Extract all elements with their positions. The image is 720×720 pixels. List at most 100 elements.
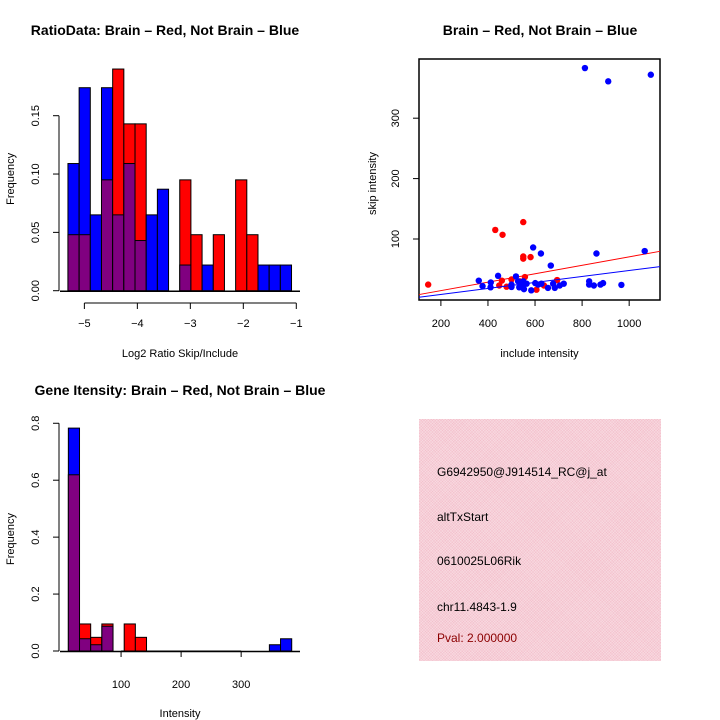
point-red <box>503 283 510 290</box>
x-tick-label: 200 <box>432 318 450 330</box>
bar-brain <box>134 636 148 652</box>
bar-brain <box>123 623 136 652</box>
bar-not-brain <box>268 264 281 292</box>
y-tick-label: 0.4 <box>30 529 42 544</box>
x-axis-label: Intensity <box>160 708 201 720</box>
bar-not-brain <box>89 214 102 292</box>
x-axis-label: Log2 Ratio Skip/Include <box>122 348 238 360</box>
pval: Pval: 2.000000 <box>437 631 518 645</box>
fit-line-red <box>418 250 661 296</box>
event-type: altTxStart <box>437 510 489 524</box>
bar-brain <box>246 234 259 292</box>
y-tick-label: 300 <box>390 109 402 127</box>
chart-title: RatioData: Brain – Red, Not Brain – Blue <box>31 22 300 38</box>
x-tick-label: 800 <box>573 318 591 330</box>
bar-not-brain <box>201 264 214 292</box>
y-tick-label: 0.2 <box>30 586 42 601</box>
point-blue <box>641 247 648 255</box>
point-blue <box>516 284 523 291</box>
bar-not-brain <box>268 644 282 652</box>
bar-brain <box>235 179 248 292</box>
point-red <box>520 255 527 262</box>
chart-title: Gene Itensity: Brain – Red, Not Brain – … <box>35 382 326 398</box>
y-tick-label: 0.0 <box>30 643 42 658</box>
bar-not-brain <box>257 264 270 292</box>
x-tick-label: 300 <box>232 679 250 691</box>
point-blue <box>479 282 486 290</box>
point-blue <box>647 71 655 78</box>
point-blue <box>599 279 607 287</box>
point-red <box>527 253 534 261</box>
point-blue <box>593 250 600 257</box>
x-tick-label: −4 <box>131 318 144 330</box>
bar-not-brain <box>145 214 158 292</box>
bar-not-brain <box>280 638 293 652</box>
location: chr11.4843-1.9 <box>437 600 517 614</box>
y-axis-label: skip intensity <box>367 152 379 215</box>
bar-overlap <box>101 625 114 652</box>
bar-brain <box>190 234 203 292</box>
y-tick-label: 100 <box>390 230 402 248</box>
y-tick-label: 0.05 <box>30 222 42 243</box>
point-blue <box>590 282 598 289</box>
x-tick-label: −5 <box>78 318 91 330</box>
probe-id: G6942950@J914514_RC@j_at <box>437 465 607 479</box>
y-axis-label: Frequency <box>5 152 17 204</box>
point-red <box>499 231 506 238</box>
point-red <box>520 218 527 226</box>
gene-name: 0610025L06Rik <box>437 554 522 568</box>
point-blue <box>538 280 545 287</box>
point-red <box>533 286 540 293</box>
point-red <box>498 277 506 284</box>
y-tick-label: 0.15 <box>30 105 42 126</box>
x-tick-label: −1 <box>290 318 303 330</box>
point-blue <box>528 287 535 294</box>
x-axis-label: include intensity <box>500 348 579 360</box>
bar-overlap <box>179 264 192 292</box>
point-red <box>424 281 432 288</box>
point-blue <box>551 284 558 292</box>
bar-overlap <box>79 638 92 652</box>
point-blue <box>520 278 527 285</box>
bar-not-brain <box>156 188 170 292</box>
x-tick-label: 400 <box>479 318 497 330</box>
x-tick-label: 600 <box>526 318 544 330</box>
x-tick-label: 200 <box>172 679 190 691</box>
point-blue <box>547 262 554 269</box>
x-tick-label: 100 <box>112 679 130 691</box>
bar-overlap <box>90 644 103 652</box>
y-axis-label: Frequency <box>5 513 17 565</box>
x-tick-label: −2 <box>237 318 250 330</box>
bar-overlap <box>134 240 147 292</box>
point-blue <box>529 244 537 251</box>
y-tick-label: 0.00 <box>30 280 42 301</box>
bar-overlap <box>123 163 136 292</box>
point-red <box>508 276 515 283</box>
bar-overlap <box>67 474 81 652</box>
point-blue <box>508 283 515 291</box>
y-tick-label: 0.6 <box>30 473 42 488</box>
point-red <box>492 226 499 234</box>
y-tick-label: 0.10 <box>30 163 42 184</box>
x-tick-label: −3 <box>184 318 197 330</box>
chart-title: Brain – Red, Not Brain – Blue <box>443 22 638 38</box>
point-blue <box>487 284 494 291</box>
bar-overlap <box>67 234 80 292</box>
point-blue <box>560 280 567 287</box>
point-blue <box>487 279 494 286</box>
bar-overlap <box>78 234 91 292</box>
point-blue <box>605 78 612 85</box>
point-blue <box>494 272 502 280</box>
x-tick-label: 1000 <box>617 318 641 330</box>
info-panel: G6942950@J914514_RC@j_at altTxStart 0610… <box>419 419 661 661</box>
point-blue <box>618 281 625 289</box>
point-blue <box>544 284 552 292</box>
point-blue <box>512 273 520 280</box>
plot-frame <box>418 58 661 301</box>
bar-overlap <box>112 214 125 292</box>
y-tick-label: 0.8 <box>30 416 42 431</box>
point-blue <box>537 250 545 257</box>
bar-overlap <box>100 179 114 292</box>
bar-not-brain <box>279 264 293 292</box>
